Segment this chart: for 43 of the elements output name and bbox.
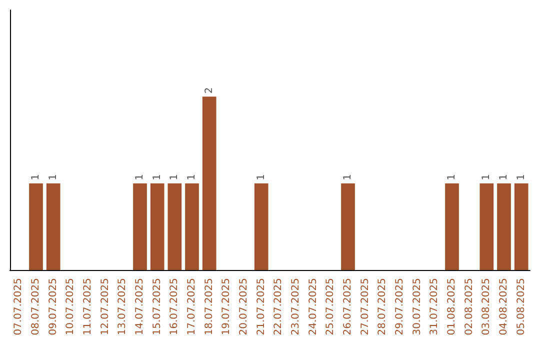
x-tick-label: 03.08.2025 [481,278,492,336]
x-tick-label: 23.07.2025 [290,278,302,336]
data-label: 1 [30,174,42,180]
x-tick-label: 17.07.2025 [186,278,198,336]
x-tick-label: 20.07.2025 [238,278,250,336]
x-tick-label: 26.07.2025 [342,278,354,336]
data-label: 1 [481,174,492,180]
x-tick-label: 14.07.2025 [134,278,146,336]
x-tick-label: 12.07.2025 [100,278,111,336]
x-tick-label: 10.07.2025 [65,278,76,336]
x-tick-label: 09.07.2025 [48,278,59,336]
data-label: 1 [498,174,510,180]
x-tick-label: 31.07.2025 [429,278,440,336]
data-label: 2 [204,87,215,94]
x-tick-label: 02.08.2025 [464,278,475,336]
x-tick-label: 28.07.2025 [377,278,388,336]
x-tick-label: 19.07.2025 [221,278,232,336]
data-label: 1 [134,174,146,180]
x-tick-label: 16.07.2025 [169,278,180,336]
x-tick-label: 25.07.2025 [325,278,336,336]
x-tick-label: 30.07.2025 [412,278,423,336]
x-tick-label: 27.07.2025 [360,278,371,336]
x-tick-label: 15.07.2025 [152,278,163,336]
x-tick-label: 01.08.2025 [446,278,458,336]
data-label: 1 [169,174,180,180]
data-label: 1 [48,174,59,180]
data-label: 1 [186,174,198,180]
x-tick-label: 05.08.2025 [516,278,527,336]
x-tick-label: 21.07.2025 [256,278,267,336]
x-tick-label: 13.07.2025 [117,278,128,336]
x-tick-label: 24.07.2025 [308,278,319,336]
x-tick-label: 04.08.2025 [498,278,510,336]
x-tick-label: 11.07.2025 [82,278,94,336]
x-tick-label: 08.07.2025 [30,278,42,336]
data-label: 1 [516,174,527,180]
x-tick-label: 29.07.2025 [394,278,406,336]
data-label: 1 [342,174,354,180]
data-label: 1 [152,174,163,180]
x-tick-label: 07.07.2025 [13,278,24,336]
x-tick-label: 22.07.2025 [273,278,284,336]
data-label: 1 [256,174,267,180]
x-tick-label: 18.07.2025 [204,278,215,336]
data-label: 1 [446,174,458,180]
